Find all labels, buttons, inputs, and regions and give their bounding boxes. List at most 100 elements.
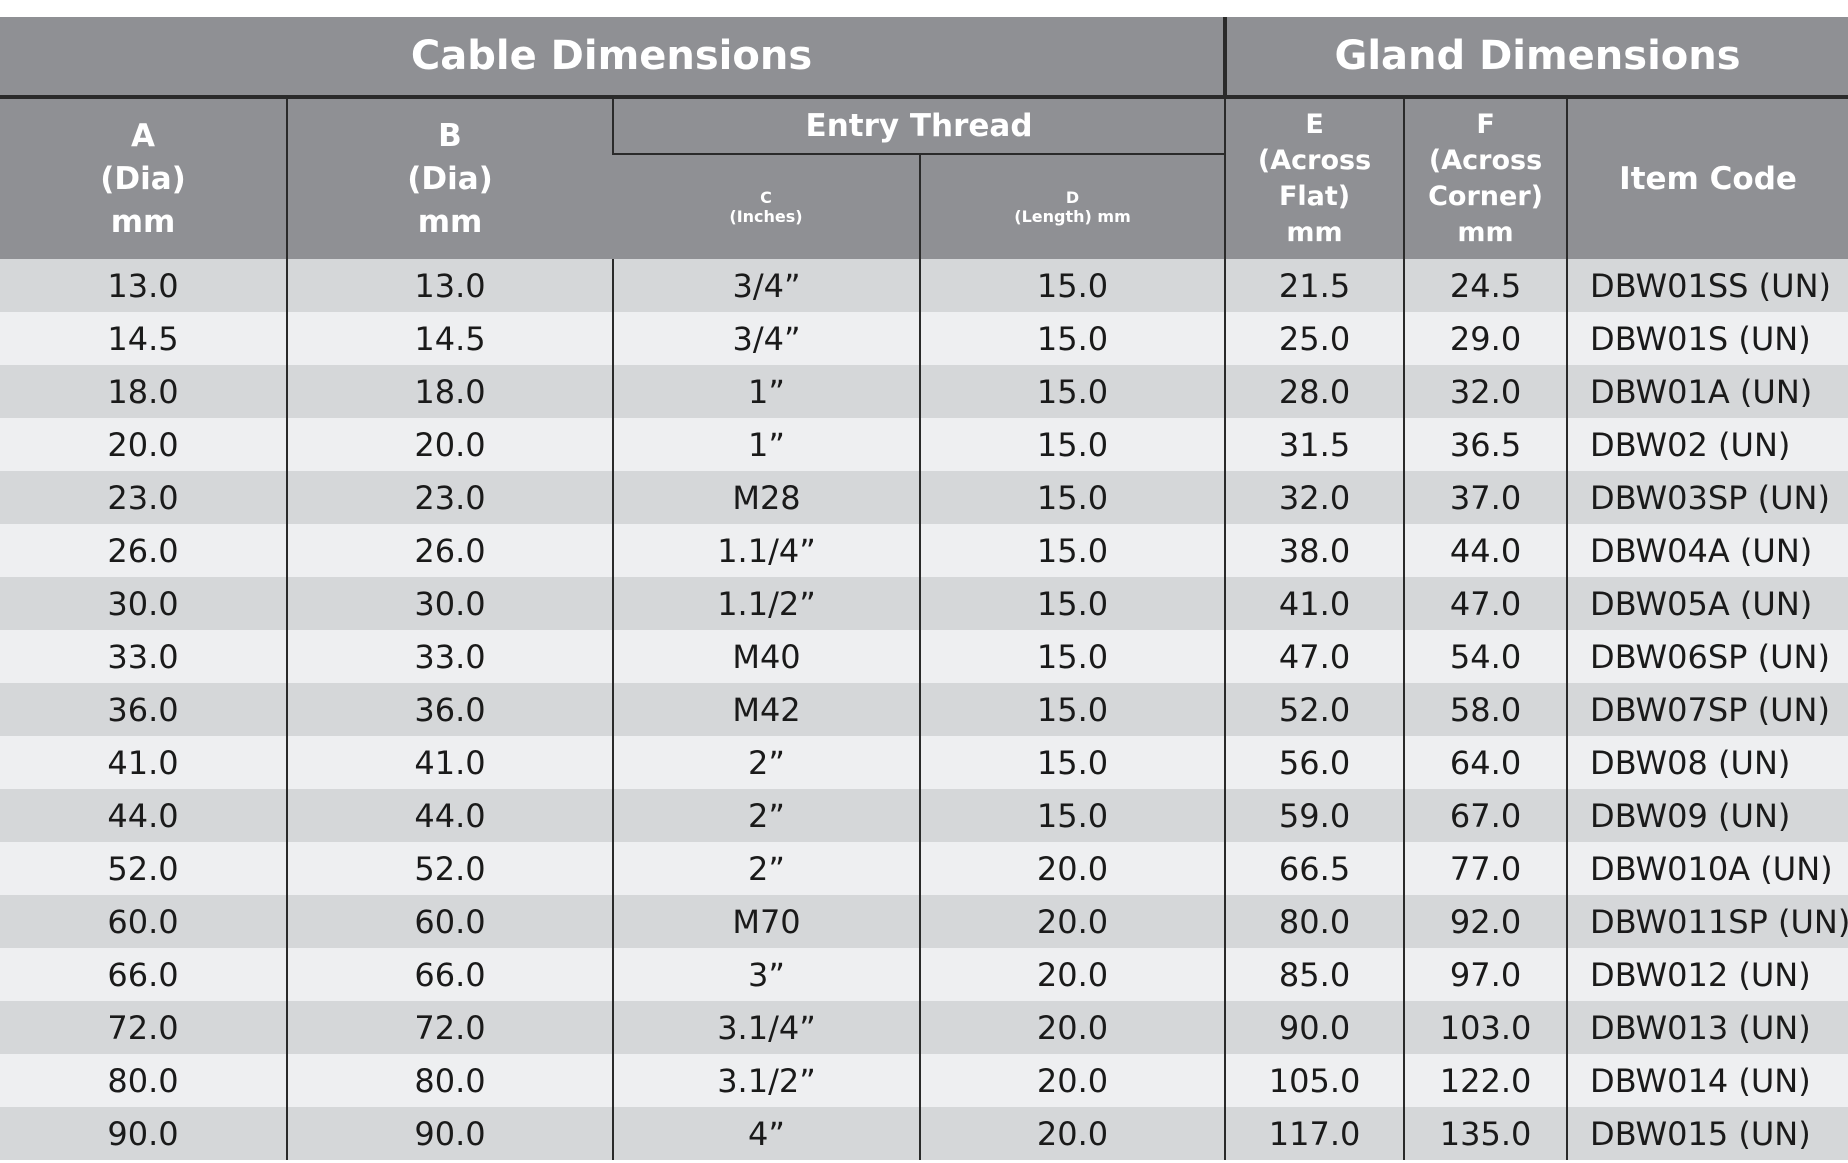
cell-d-length: 15.0 [918, 630, 1226, 683]
cell-b-dia: 72.0 [286, 1001, 613, 1054]
cell-a-dia: 90.0 [0, 1107, 287, 1160]
table-row: 80.0 80.0 3.1/2” 20.0 105.0 122.0 DBW014 (UN) [0, 1054, 1848, 1107]
cell-d-length: 15.0 [918, 471, 1226, 524]
cell-item-code: DBW03SP (UN) [1566, 471, 1848, 524]
column-header-f-unit: mm [1457, 217, 1514, 248]
cell-b-dia: 26.0 [286, 524, 613, 577]
cell-c-thread: 3” [612, 948, 920, 1001]
cell-f-across-corner: 36.5 [1403, 418, 1568, 471]
cell-item-code: DBW013 (UN) [1566, 1001, 1848, 1054]
cell-b-dia: 30.0 [286, 577, 613, 630]
cell-item-code: DBW014 (UN) [1566, 1054, 1848, 1107]
cell-d-length: 20.0 [918, 1107, 1226, 1160]
table-row: 13.0 13.0 3/4” 15.0 21.5 24.5 DBW01SS (UN) [0, 259, 1848, 312]
cell-e-across-flat: 41.0 [1224, 577, 1405, 630]
cell-item-code: DBW07SP (UN) [1566, 683, 1848, 736]
cell-e-across-flat: 52.0 [1224, 683, 1405, 736]
table-row: 36.0 36.0 M42 15.0 52.0 58.0 DBW07SP (UN) [0, 683, 1848, 736]
cell-c-thread: 2” [612, 842, 920, 895]
cell-e-across-flat: 105.0 [1224, 1054, 1405, 1107]
cell-f-across-corner: 32.0 [1403, 365, 1568, 418]
dimensions-table: Cable Dimensions Gland Dimensions A (Dia… [0, 17, 1848, 1160]
cell-d-length: 15.0 [918, 312, 1226, 365]
cell-a-dia: 14.5 [0, 312, 287, 365]
cell-c-thread: 4” [612, 1107, 920, 1160]
column-header-d-desc: (Length) mm [1014, 207, 1131, 226]
cell-c-thread: 1” [612, 365, 920, 418]
cell-e-across-flat: 38.0 [1224, 524, 1405, 577]
table-row: 66.0 66.0 3” 20.0 85.0 97.0 DBW012 (UN) [0, 948, 1848, 1001]
cell-d-length: 15.0 [918, 524, 1226, 577]
cell-item-code: DBW015 (UN) [1566, 1107, 1848, 1160]
cell-item-code: DBW02 (UN) [1566, 418, 1848, 471]
column-header-e-letter: E [1305, 109, 1324, 140]
column-header-a-unit: mm [110, 203, 176, 240]
cell-f-across-corner: 103.0 [1403, 1001, 1568, 1054]
table-row: 52.0 52.0 2” 20.0 66.5 77.0 DBW010A (UN) [0, 842, 1848, 895]
column-header-b-desc: (Dia) [407, 160, 493, 197]
cell-e-across-flat: 28.0 [1224, 365, 1405, 418]
cell-a-dia: 20.0 [0, 418, 287, 471]
cell-d-length: 20.0 [918, 1001, 1226, 1054]
column-header-a-letter: A [131, 117, 155, 154]
cell-item-code: DBW010A (UN) [1566, 842, 1848, 895]
column-header-b: B (Dia) mm [286, 97, 613, 259]
cell-c-thread: M28 [612, 471, 920, 524]
cell-d-length: 15.0 [918, 789, 1226, 842]
cell-a-dia: 66.0 [0, 948, 287, 1001]
cell-e-across-flat: 56.0 [1224, 736, 1405, 789]
group-header-row: Cable Dimensions Gland Dimensions [0, 17, 1848, 99]
table-row: 14.5 14.5 3/4” 15.0 25.0 29.0 DBW01S (UN) [0, 312, 1848, 365]
column-header-a: A (Dia) mm [0, 97, 287, 259]
cell-f-across-corner: 24.5 [1403, 259, 1568, 312]
entry-thread-header: Entry Thread [611, 97, 1226, 155]
cell-b-dia: 23.0 [286, 471, 613, 524]
cell-c-thread: 3/4” [612, 259, 920, 312]
cell-e-across-flat: 90.0 [1224, 1001, 1405, 1054]
cell-d-length: 20.0 [918, 842, 1226, 895]
cell-b-dia: 60.0 [286, 895, 613, 948]
column-header-b-letter: B [438, 117, 462, 154]
column-header-a-desc: (Dia) [100, 160, 186, 197]
column-header-f-letter: F [1476, 109, 1495, 140]
column-header-c-letter: C [760, 188, 772, 207]
cell-f-across-corner: 122.0 [1403, 1054, 1568, 1107]
gland-dimensions-header: Gland Dimensions [1223, 17, 1848, 99]
column-header-c: C (Inches) [613, 154, 920, 259]
table-row: 30.0 30.0 1.1/2” 15.0 41.0 47.0 DBW05A (UN) [0, 577, 1848, 630]
cell-c-thread: 1” [612, 418, 920, 471]
cell-c-thread: 2” [612, 736, 920, 789]
top-margin [0, 0, 1848, 18]
cell-b-dia: 36.0 [286, 683, 613, 736]
cell-d-length: 15.0 [918, 418, 1226, 471]
table-row: 60.0 60.0 M70 20.0 80.0 92.0 DBW011SP (UN) [0, 895, 1848, 948]
table-row: 33.0 33.0 M40 15.0 47.0 54.0 DBW06SP (UN) [0, 630, 1848, 683]
column-header-c-desc: (Inches) [729, 207, 803, 226]
table-row: 41.0 41.0 2” 15.0 56.0 64.0 DBW08 (UN) [0, 736, 1848, 789]
cell-b-dia: 14.5 [286, 312, 613, 365]
column-header-e-desc-1: (Across [1257, 145, 1372, 176]
table-row: 18.0 18.0 1” 15.0 28.0 32.0 DBW01A (UN) [0, 365, 1848, 418]
cell-d-length: 15.0 [918, 365, 1226, 418]
cell-e-across-flat: 80.0 [1224, 895, 1405, 948]
cell-b-dia: 41.0 [286, 736, 613, 789]
table-row: 20.0 20.0 1” 15.0 31.5 36.5 DBW02 (UN) [0, 418, 1848, 471]
cell-b-dia: 18.0 [286, 365, 613, 418]
cell-a-dia: 72.0 [0, 1001, 287, 1054]
table-row: 90.0 90.0 4” 20.0 117.0 135.0 DBW015 (UN) [0, 1107, 1848, 1160]
cell-item-code: DBW01A (UN) [1566, 365, 1848, 418]
table-row: 23.0 23.0 M28 15.0 32.0 37.0 DBW03SP (UN) [0, 471, 1848, 524]
cell-d-length: 20.0 [918, 1054, 1226, 1107]
cell-c-thread: 3.1/4” [612, 1001, 920, 1054]
column-header-e-unit: mm [1286, 217, 1343, 248]
cell-item-code: DBW09 (UN) [1566, 789, 1848, 842]
cell-e-across-flat: 31.5 [1224, 418, 1405, 471]
cell-d-length: 20.0 [918, 895, 1226, 948]
table-row: 72.0 72.0 3.1/4” 20.0 90.0 103.0 DBW013 (UN) [0, 1001, 1848, 1054]
entry-thread-subheader-row: C (Inches) D (Length) mm [0, 154, 1848, 259]
cell-item-code: DBW01S (UN) [1566, 312, 1848, 365]
cell-a-dia: 80.0 [0, 1054, 287, 1107]
column-header-b-unit: mm [417, 203, 483, 240]
cell-a-dia: 44.0 [0, 789, 287, 842]
cell-a-dia: 30.0 [0, 577, 287, 630]
